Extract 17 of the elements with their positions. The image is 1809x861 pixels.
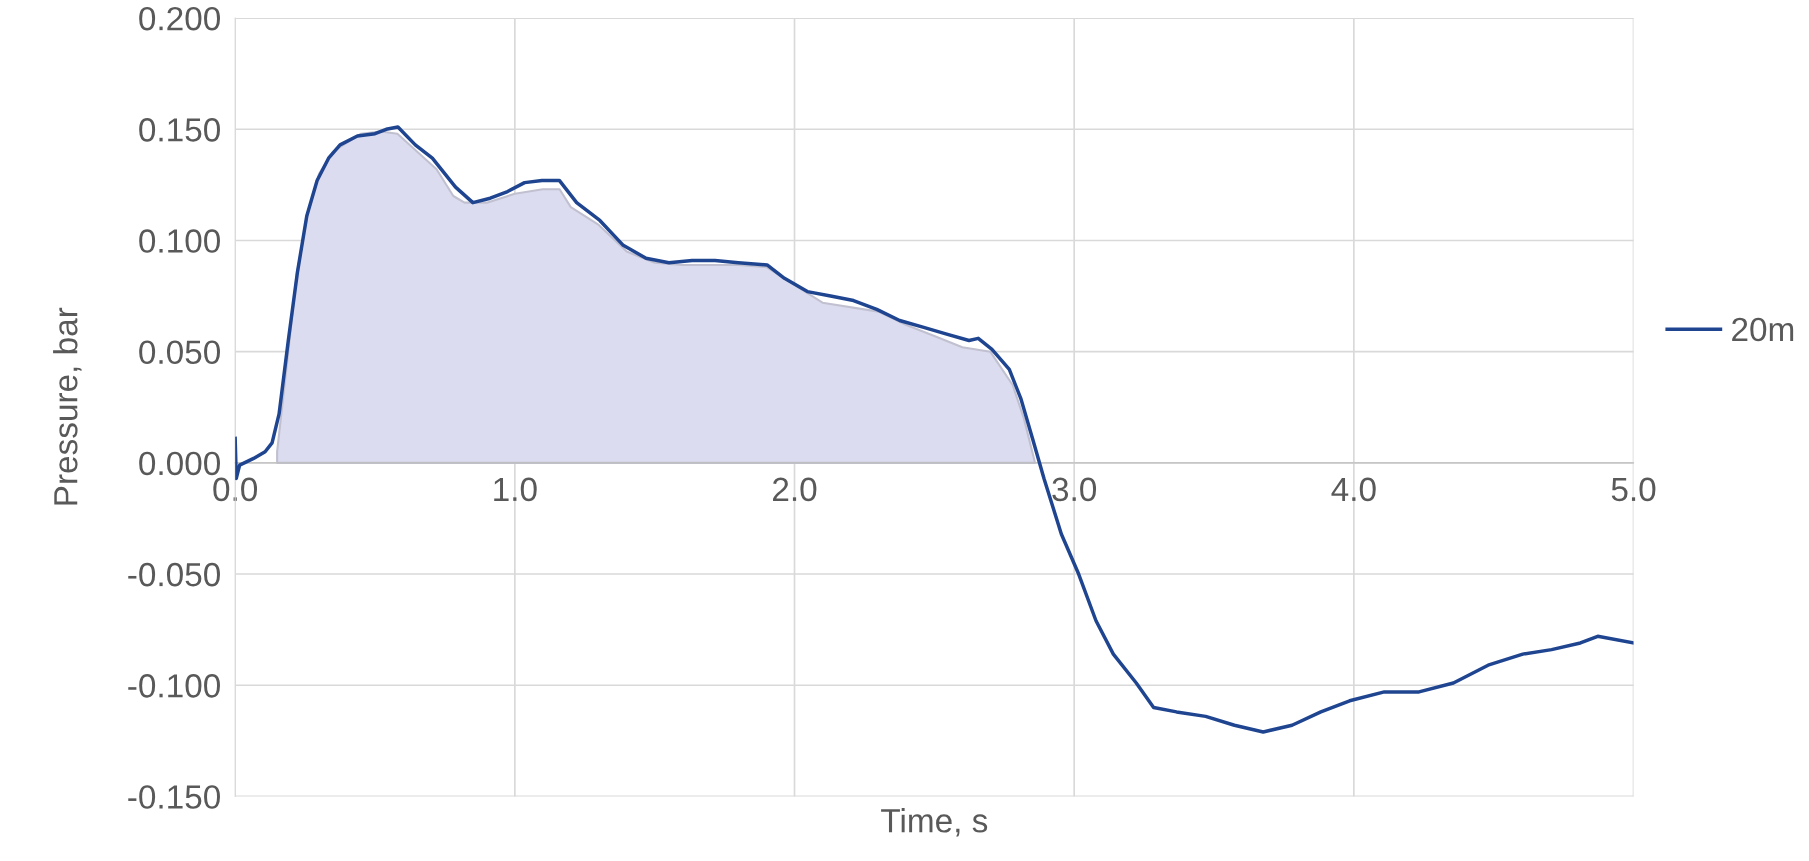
y-tick-label: 0.050 <box>139 340 220 365</box>
x-tick-label: 5.0 <box>1611 477 1656 502</box>
x-tick-label: 3.0 <box>1052 477 1097 502</box>
y-tick-label: -0.100 <box>128 674 220 698</box>
x-tick-label: 4.0 <box>1331 477 1376 502</box>
y-tick-label: -0.150 <box>128 785 220 809</box>
x-tick-label: 1.0 <box>494 477 537 502</box>
legend-label: 20m <box>1732 317 1794 342</box>
x-tick-label: 0.0 <box>213 477 258 502</box>
y-tick-label: 0.150 <box>139 118 220 142</box>
x-tick-label: 2.0 <box>773 477 817 502</box>
y-tick-label: 0.000 <box>139 451 220 476</box>
y-axis-title: Pressure, bar <box>53 307 82 505</box>
y-tick-label: -0.050 <box>128 562 220 587</box>
y-tick-label: 0.200 <box>139 6 220 31</box>
y-tick-label: 0.100 <box>139 229 220 253</box>
x-axis-title: Time, s <box>881 808 988 837</box>
